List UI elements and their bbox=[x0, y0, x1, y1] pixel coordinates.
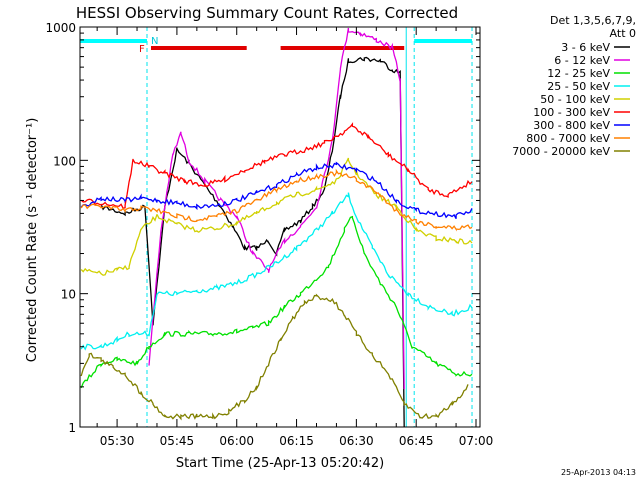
plot-area: NF bbox=[80, 27, 473, 427]
x-tick-label-0: 05:30 bbox=[100, 434, 135, 448]
legend-header-line-2: Att 0 bbox=[610, 27, 636, 40]
legend-header-line-1: Det 1,3,5,6,7,9, bbox=[550, 14, 636, 27]
y-axis-label: Corrected Count Rate (s⁻¹ detector⁻¹) bbox=[25, 118, 40, 363]
x-tick-label-1: 05:45 bbox=[160, 434, 195, 448]
series-line-7 bbox=[80, 168, 473, 232]
series-line-8 bbox=[80, 293, 469, 421]
legend-label-0: 3 - 6 keV bbox=[561, 41, 610, 54]
legend-label-4: 50 - 100 keV bbox=[540, 93, 610, 106]
x-tick-label-2: 06:00 bbox=[219, 434, 254, 448]
y-tick-label-2: 100 bbox=[53, 154, 76, 168]
chart-title: HESSI Observing Summary Count Rates, Cor… bbox=[76, 4, 458, 22]
legend-label-5: 100 - 300 keV bbox=[533, 106, 610, 119]
plot-frame bbox=[79, 26, 481, 428]
x-tick-label-6: 07:00 bbox=[459, 434, 494, 448]
x-axis-label: Start Time (25-Apr-13 05:20:42) bbox=[176, 456, 384, 471]
y-tick-label-0: 1 bbox=[68, 421, 76, 435]
x-tick-label-5: 06:45 bbox=[399, 434, 434, 448]
legend-label-2: 12 - 25 keV bbox=[547, 67, 610, 80]
flare-flag-label: F bbox=[139, 44, 145, 55]
legend-label-8: 7000 - 20000 keV bbox=[512, 145, 610, 158]
series-line-4 bbox=[80, 157, 473, 276]
footer-timestamp: 25-Apr-2013 04:13 bbox=[561, 468, 636, 477]
legend-label-6: 300 - 800 keV bbox=[533, 119, 610, 132]
legend-label-7: 800 - 7000 keV bbox=[526, 132, 610, 145]
x-tick-label-4: 06:30 bbox=[339, 434, 374, 448]
legend-label-3: 25 - 50 keV bbox=[547, 80, 610, 93]
series-line-6 bbox=[80, 161, 473, 220]
y-tick-label-3: 1000 bbox=[45, 21, 76, 35]
series-line-5 bbox=[80, 122, 473, 209]
y-tick-label-1: 10 bbox=[61, 288, 76, 302]
series-line-3 bbox=[80, 192, 473, 351]
legend-label-1: 6 - 12 keV bbox=[554, 54, 610, 67]
x-axis: 05:30 05:45 06:00 06:15 06:30 06:45 07:00 bbox=[96, 27, 494, 448]
y-axis: 1 10 100 1000 bbox=[45, 21, 480, 435]
night-flag-label: N bbox=[151, 36, 158, 47]
series-line-2 bbox=[80, 215, 473, 389]
series-line-1 bbox=[148, 27, 405, 390]
x-tick-label-3: 06:15 bbox=[279, 434, 314, 448]
